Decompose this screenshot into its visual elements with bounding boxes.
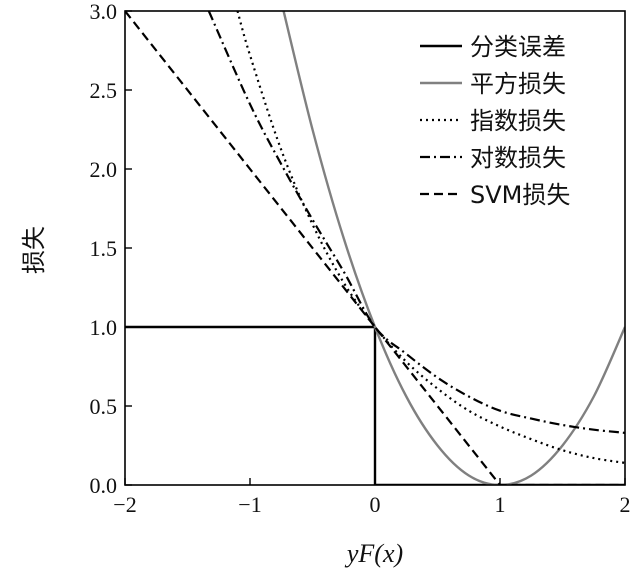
legend-label-2: 平方损失 <box>470 70 566 98</box>
x-axis-label: yF(x) <box>344 539 403 568</box>
y-tick-label: 1.5 <box>90 236 118 261</box>
x-tick-label: 1 <box>495 492 506 517</box>
x-tick-label: 0 <box>370 492 381 517</box>
x-tick-label: −1 <box>238 492 261 517</box>
ticks-layer: −2 −1 0 1 2 0.0 0.5 1.0 1.5 2.0 2.5 3.0 <box>90 0 631 517</box>
y-tick-label: 3.0 <box>90 0 118 24</box>
legend-label-3: 指数损失 <box>470 107 566 135</box>
y-tick-label: 2.0 <box>90 157 118 182</box>
series-line-2 <box>282 11 625 485</box>
y-tick-label: 1.0 <box>90 315 118 340</box>
series-layer <box>125 11 625 485</box>
y-tick-label: 2.5 <box>90 78 118 103</box>
series-line-5 <box>125 11 625 485</box>
y-axis-label: 损失 <box>20 226 48 274</box>
x-tick-label: −2 <box>113 492 136 517</box>
x-tick-label: 2 <box>620 492 631 517</box>
y-tick-label: 0.5 <box>90 394 118 419</box>
series-line-1 <box>125 325 625 485</box>
y-tick-label: 0.0 <box>90 473 118 498</box>
series-line-3 <box>236 11 625 464</box>
legend-label-1: 分类误差 <box>470 33 566 61</box>
legend-label-4: 对数损失 <box>470 144 566 172</box>
legend-label-5: SVM损失 <box>470 181 570 209</box>
series-line-4 <box>207 11 625 434</box>
